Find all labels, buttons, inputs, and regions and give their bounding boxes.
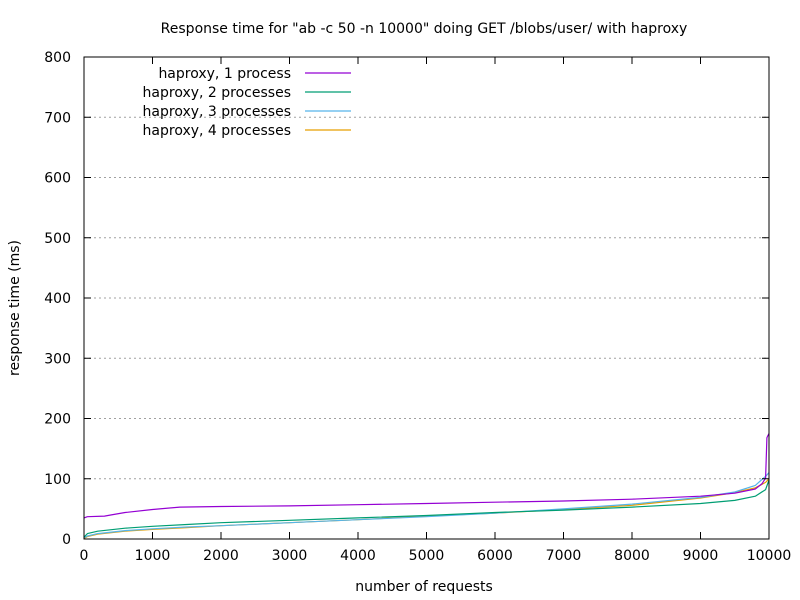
x-tick-label: 2000 bbox=[203, 548, 239, 564]
x-tick-label: 3000 bbox=[272, 548, 308, 564]
grid-lines bbox=[84, 116, 769, 480]
y-tick-label: 500 bbox=[44, 231, 71, 247]
legend-label: haproxy, 4 processes bbox=[143, 123, 291, 139]
y-tick-label: 400 bbox=[44, 291, 71, 307]
x-tick-label: 0 bbox=[80, 548, 89, 564]
y-tick-label: 200 bbox=[44, 412, 71, 428]
x-tick-label: 10000 bbox=[747, 548, 792, 564]
legend-label: haproxy, 1 process bbox=[158, 66, 291, 82]
series-line bbox=[83, 472, 770, 539]
x-tick-label: 1000 bbox=[135, 548, 171, 564]
y-tick-label: 600 bbox=[44, 171, 71, 187]
y-tick-label: 700 bbox=[44, 110, 71, 126]
x-tick-label: 7000 bbox=[546, 548, 582, 564]
legend: haproxy, 1 process haproxy, 2 processes ha… bbox=[143, 66, 351, 139]
legend-label: haproxy, 3 processes bbox=[143, 104, 291, 120]
x-tick-label: 8000 bbox=[614, 548, 650, 564]
series-line bbox=[83, 478, 770, 539]
y-tick-label: 800 bbox=[44, 50, 71, 66]
series-line bbox=[83, 479, 770, 538]
y-axis-label: response time (ms) bbox=[7, 240, 23, 376]
legend-label: haproxy, 2 processes bbox=[143, 85, 291, 101]
x-tick-label: 9000 bbox=[683, 548, 719, 564]
chart-title: Response time for "ab -c 50 -n 10000" do… bbox=[161, 21, 688, 37]
y-tick-label: 0 bbox=[62, 532, 71, 548]
x-axis-label: number of requests bbox=[355, 579, 493, 595]
x-tick-label: 4000 bbox=[340, 548, 376, 564]
x-tick-label: 5000 bbox=[409, 548, 445, 564]
y-tick-label: 300 bbox=[44, 351, 71, 367]
y-tick-label: 100 bbox=[44, 472, 71, 488]
x-tick-label: 6000 bbox=[477, 548, 513, 564]
series-layer bbox=[83, 433, 770, 539]
series-line bbox=[83, 433, 770, 519]
